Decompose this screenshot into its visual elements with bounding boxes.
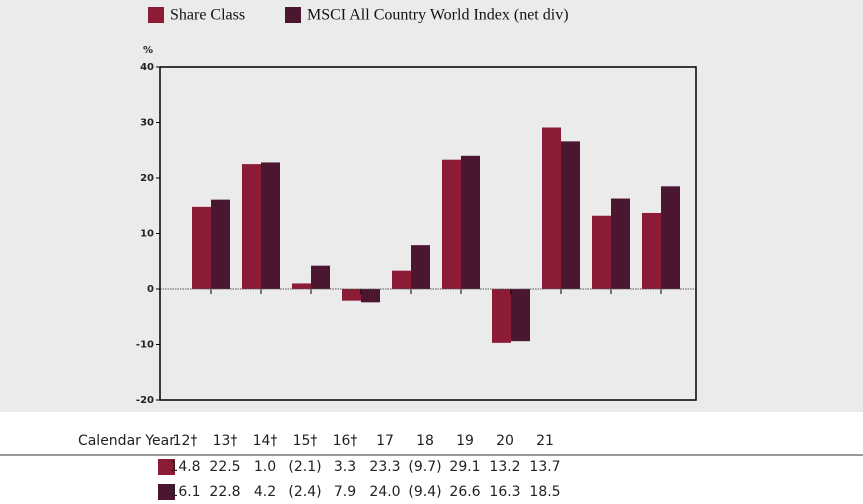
plot-frame [159, 66, 697, 401]
table-value: 29.1 [449, 459, 480, 475]
table-category: 16† [333, 433, 358, 449]
bar [442, 159, 461, 289]
table-value: (9.4) [408, 484, 441, 500]
bar [511, 289, 530, 342]
table-category: 21 [536, 433, 554, 449]
bar [492, 289, 511, 343]
table-value: 16.1 [169, 484, 200, 500]
bar [342, 289, 361, 301]
table-category: 13† [213, 433, 238, 449]
table-value: 1.0 [254, 459, 276, 475]
bar [242, 164, 261, 289]
table-value: 22.8 [209, 484, 240, 500]
y-tick-label: -20 [136, 395, 154, 406]
legend-swatch [148, 7, 164, 23]
table-category: 20 [496, 433, 514, 449]
y-tick-label: 0 [147, 284, 154, 295]
legend-label: MSCI All Country World Index (net div) [307, 7, 569, 24]
bar [542, 127, 561, 290]
y-tick-label: 20 [140, 173, 154, 184]
table-category: 15† [293, 433, 318, 449]
table-swatch [158, 484, 175, 500]
bar [611, 198, 630, 289]
table-value: 13.2 [489, 459, 520, 475]
table-value: (9.7) [408, 459, 441, 475]
table-value: 7.9 [334, 484, 356, 500]
table-value: 18.5 [529, 484, 560, 500]
table-value: 23.3 [369, 459, 400, 475]
y-tick-label: 10 [140, 229, 154, 240]
bar [642, 212, 661, 289]
table-value: 14.8 [169, 459, 200, 475]
bar [392, 270, 411, 289]
legend-label: Share Class [170, 7, 245, 24]
bar [361, 289, 380, 303]
legend-swatch [285, 7, 301, 23]
table-value: 24.0 [369, 484, 400, 500]
bar [461, 155, 480, 289]
table-category: 17 [376, 433, 394, 449]
bar [211, 199, 230, 289]
table-value: 4.2 [254, 484, 276, 500]
bar [411, 245, 430, 289]
table-swatch [158, 459, 175, 475]
table-value: 16.3 [489, 484, 520, 500]
table-value: 13.7 [529, 459, 560, 475]
bar [561, 141, 580, 289]
table-value: 3.3 [334, 459, 356, 475]
table-value: 22.5 [209, 459, 240, 475]
table-category: 18 [416, 433, 434, 449]
y-tick-label: -10 [136, 340, 154, 351]
table-category: 14† [253, 433, 278, 449]
bar [261, 162, 280, 289]
table-label: Calendar Year [78, 433, 175, 449]
bar [311, 265, 330, 289]
table-category: 12† [173, 433, 198, 449]
bar [592, 215, 611, 289]
y-tick-label: 30 [140, 118, 154, 129]
bar [192, 206, 211, 289]
chart-background [0, 0, 863, 412]
y-axis-label: % [143, 45, 153, 56]
table-value: (2.1) [288, 459, 321, 475]
y-tick-label: 40 [140, 62, 154, 73]
bar [292, 283, 311, 289]
table-value: (2.4) [288, 484, 321, 500]
table-category: 19 [456, 433, 474, 449]
bar [661, 186, 680, 289]
table-value: 26.6 [449, 484, 480, 500]
